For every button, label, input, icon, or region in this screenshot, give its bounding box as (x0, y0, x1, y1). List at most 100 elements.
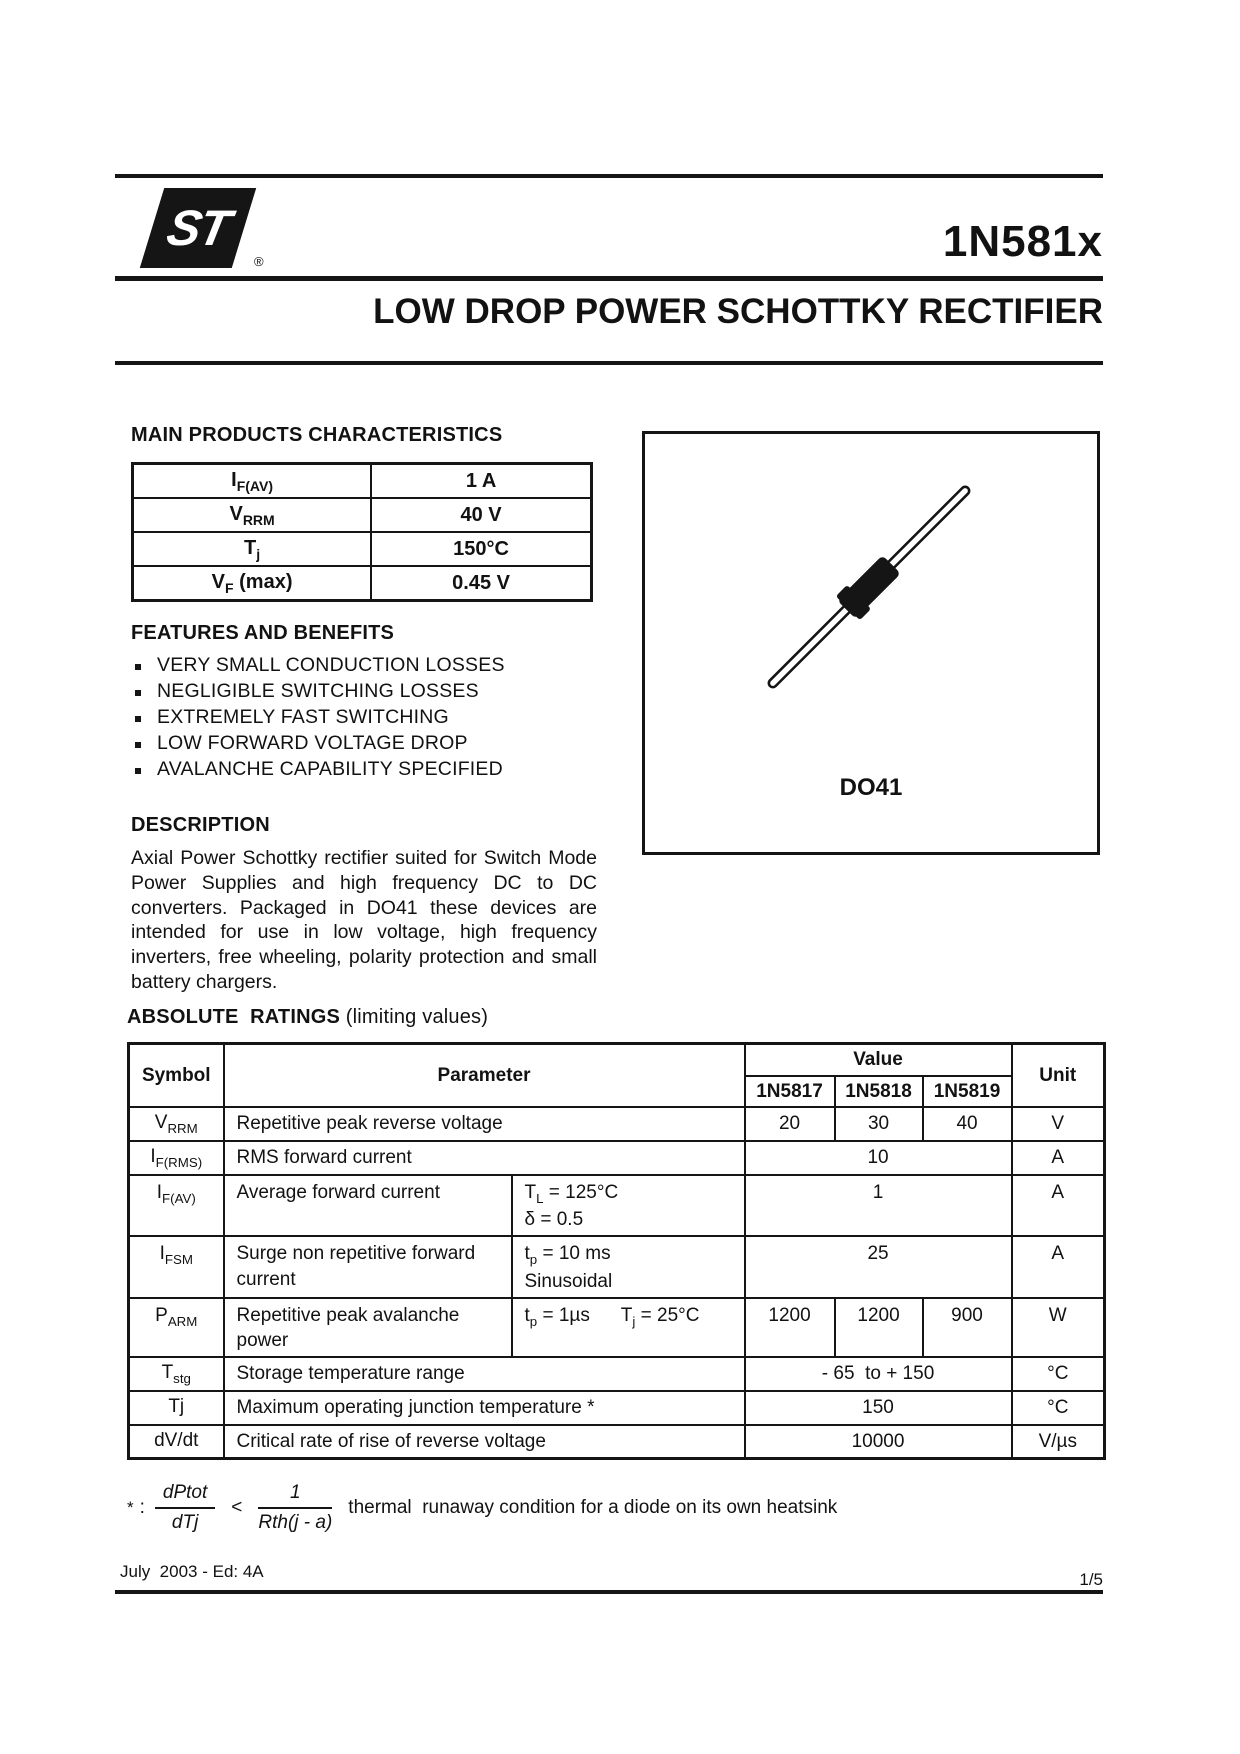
column-header-model: 1N5817 (743, 1074, 836, 1109)
condition-rest: = 10 ms (537, 1243, 611, 1265)
parameter-cell: Critical rate of rise of reverse voltage (222, 1423, 746, 1460)
diode-package-drawing (767, 485, 971, 689)
list-item: VERY SMALL CONDUCTION LOSSES (131, 655, 601, 675)
fraction-denominator: dTj (171, 1512, 199, 1533)
symbol-base: V (211, 570, 226, 593)
unit-cell: A (1010, 1140, 1106, 1176)
value-cell: 40 (921, 1106, 1013, 1143)
value-cell: 150°C (370, 531, 593, 567)
value-cell: 30 (833, 1106, 924, 1143)
symbol-suffix: (max) (233, 570, 293, 593)
symbol-base: I (150, 1146, 156, 1168)
symbol-cell: IF(AV) (127, 1173, 225, 1238)
table-row: Tstg Storage temperature range - 65 to +… (127, 1355, 1106, 1392)
symbol-sub: F(AV) (162, 1190, 196, 1206)
table-row: IFSM Surge non repetitive forward curren… (127, 1235, 1106, 1299)
value-cell: 10000 (743, 1423, 1013, 1460)
fraction: 1 Rth(j - a) (258, 1482, 333, 1534)
symbol-sub: F(AV) (236, 477, 274, 494)
fraction-numerator: dPtot (154, 1482, 216, 1509)
condition-rest: = 25°C (635, 1304, 700, 1326)
symbol-sub: j (256, 545, 261, 562)
absolute-ratings-heading-normal: (limiting values) (340, 1006, 489, 1028)
footer-rule (115, 1590, 1103, 1594)
column-header-parameter: Parameter (222, 1042, 746, 1109)
fraction-numerator: 1 (258, 1482, 333, 1509)
parameter-cell: Repetitive peak reverse voltage (222, 1106, 746, 1143)
value-cell: 1200 (833, 1296, 924, 1358)
features-heading: FEATURES AND BENEFITS (131, 622, 395, 644)
st-logo-parallelogram: ST (139, 188, 257, 268)
symbol-cell: PARM (127, 1296, 225, 1358)
unit-cell: W (1010, 1296, 1106, 1358)
symbol-cell: IF(AV) (131, 462, 373, 499)
symbol-base: P (155, 1304, 168, 1326)
symbol-cell: IFSM (127, 1235, 225, 1299)
column-header-unit: Unit (1010, 1042, 1106, 1109)
list-item: NEGLIGIBLE SWITCHING LOSSES (131, 681, 601, 701)
value-cell: 40 V (370, 497, 593, 533)
condition-line: tp = 10 ms (525, 1241, 738, 1269)
value-cell: 1200 (743, 1296, 836, 1358)
header-top-rule (115, 174, 1103, 178)
symbol-base: V (154, 1112, 168, 1134)
symbol-cell: VRRM (127, 1106, 225, 1143)
symbol-base: V (229, 502, 243, 525)
parameter-cell: Storage temperature range (222, 1355, 746, 1392)
table-row: PARM Repetitive peak avalanche power tp … (127, 1296, 1106, 1358)
page-number: 1/5 (1079, 1570, 1103, 1589)
unit-cell: °C (1010, 1389, 1106, 1426)
list-item: AVALANCHE CAPABILITY SPECIFIED (131, 759, 601, 779)
condition-base: T (620, 1304, 633, 1326)
symbol-cell: dV/dt (127, 1423, 225, 1460)
condition-base: t (524, 1304, 530, 1326)
list-item: EXTREMELY FAST SWITCHING (131, 707, 601, 727)
st-logo-text: ST (162, 200, 234, 256)
header-bottom-rule (115, 276, 1103, 281)
absolute-ratings-table: Symbol Parameter Value Unit 1N5817 1N581… (127, 1042, 1107, 1461)
conditions-cell: tp = 1µs Tj = 25°C (510, 1296, 746, 1358)
main-characteristics-heading: MAIN PRODUCTS CHARACTERISTICS (131, 424, 503, 446)
page-title: LOW DROP POWER SCHOTTKY RECTIFIER (373, 292, 1103, 331)
value-cell: 150 (743, 1389, 1013, 1426)
table-row: IF(AV) Average forward current TL = 125°… (127, 1173, 1106, 1238)
table-row: VRRM 40 V (131, 497, 593, 533)
condition-line: Sinusoidal (524, 1270, 613, 1292)
less-than-sign: < (231, 1497, 243, 1518)
symbol-cell: IF(RMS) (127, 1140, 225, 1176)
footnote: * : dPtot dTj < 1 Rth(j - a) thermal run… (127, 1482, 837, 1534)
table-row: IF(AV) 1 A (131, 462, 593, 499)
package-drawing-box: DO41 (642, 431, 1100, 855)
symbol-sub: ARM (167, 1313, 198, 1329)
value-cell: - 65 to + 150 (743, 1355, 1013, 1392)
fraction: dPtot dTj (154, 1482, 216, 1534)
value-cell: 25 (743, 1235, 1013, 1299)
footnote-text: thermal runaway condition for a diode on… (348, 1497, 838, 1518)
symbol-sub: F (225, 579, 234, 596)
table-row: Tj Maximum operating junction temperatur… (127, 1389, 1106, 1426)
symbol-cell: Tstg (127, 1355, 225, 1392)
symbol-sub: stg (173, 1370, 191, 1386)
unit-cell: A (1010, 1235, 1106, 1299)
condition-sub: L (536, 1190, 544, 1206)
conditions-cell: tp = 10 ms Sinusoidal (510, 1235, 746, 1299)
absolute-ratings-heading-bold: ABSOLUTE RATINGS (127, 1006, 341, 1028)
table-row: VRRM Repetitive peak reverse voltage 20 … (127, 1106, 1106, 1143)
symbol-base: dV/dt (154, 1429, 199, 1451)
fraction-denominator: Rth(j - a) (258, 1512, 333, 1533)
value-cell: 900 (921, 1296, 1013, 1358)
condition-line: δ = 0.5 (524, 1209, 584, 1231)
parameter-cell: Maximum operating junction temperature * (222, 1389, 746, 1426)
condition-sub: p (529, 1251, 538, 1267)
description-text: Axial Power Schottky rectifier suited fo… (131, 847, 597, 993)
absolute-ratings-heading: ABSOLUTE RATINGS (limiting values) (127, 1006, 488, 1029)
parameter-cell: RMS forward current (222, 1140, 746, 1176)
table-row: Tj 150°C (131, 531, 593, 567)
table-header-row: Symbol Parameter Value Unit (127, 1042, 1106, 1109)
unit-cell: V/µs (1010, 1423, 1106, 1460)
symbol-sub: RRM (242, 511, 275, 528)
parameter-cell: Surge non repetitive forward current (222, 1235, 513, 1299)
part-number: 1N581x (942, 217, 1103, 266)
condition-sub: p (529, 1313, 538, 1329)
